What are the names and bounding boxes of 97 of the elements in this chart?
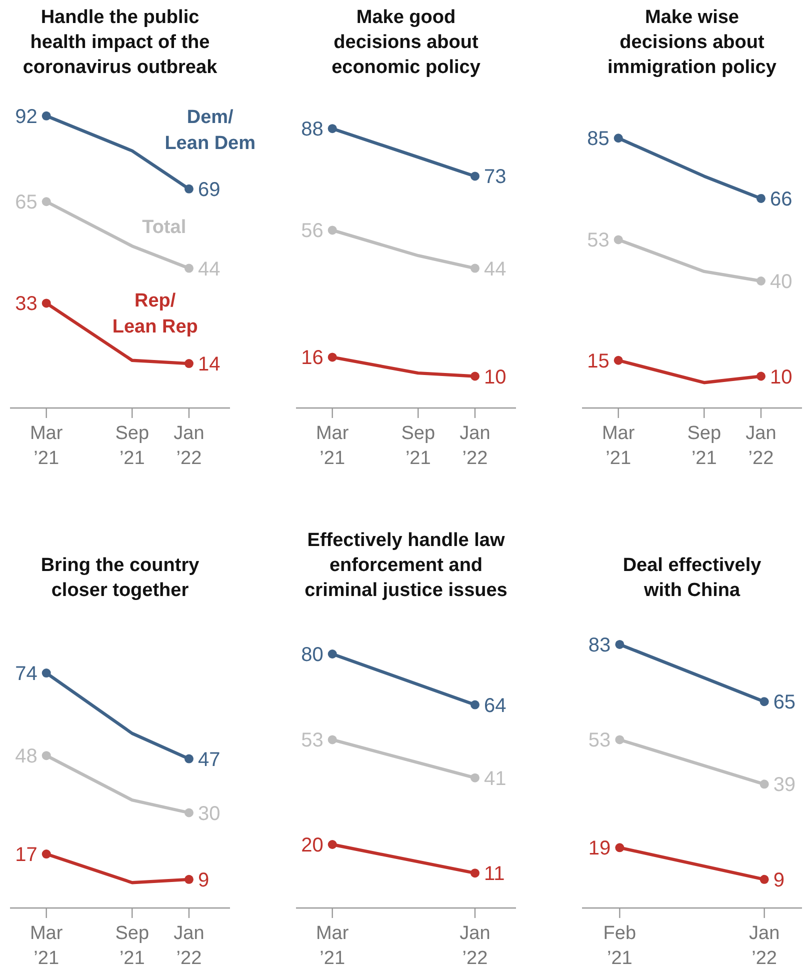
point [184, 184, 194, 194]
data-label: 9 [773, 869, 784, 892]
point [42, 668, 51, 678]
x-tick-label: Jan ’22 [460, 423, 490, 469]
data-label: 74 [15, 663, 38, 686]
data-label: 30 [198, 802, 220, 825]
x-tick-label: Jan ’22 [749, 923, 780, 969]
data-label: 53 [301, 730, 324, 752]
point [184, 264, 194, 273]
point [42, 751, 51, 760]
x-tick-label: Jan ’22 [174, 923, 204, 969]
point [760, 697, 769, 706]
point [470, 700, 480, 710]
point [328, 735, 337, 744]
x-tick-label: Sep ’21 [401, 423, 436, 469]
data-label: 48 [15, 746, 38, 768]
data-label: 40 [770, 271, 792, 293]
point [328, 124, 337, 134]
data-label: 47 [198, 748, 220, 771]
point [184, 874, 194, 884]
data-label: 19 [588, 838, 611, 860]
x-tick-label: Mar ’21 [316, 423, 350, 469]
point [756, 372, 766, 381]
data-label: 16 [301, 347, 324, 370]
data-label: 20 [301, 834, 324, 856]
x-tick-label: Mar ’21 [30, 423, 64, 469]
data-label: 33 [15, 293, 38, 316]
chart-title: Bring the country closer together [40, 555, 200, 601]
data-label: 9 [198, 869, 210, 892]
data-label: 80 [301, 644, 324, 666]
point [470, 264, 480, 273]
point [614, 235, 623, 244]
point [184, 359, 194, 368]
point [42, 298, 51, 308]
data-label: 73 [484, 166, 506, 188]
point [42, 111, 51, 120]
point [614, 356, 623, 365]
point [42, 197, 51, 206]
chart-title: Effectively handle law enforcement and criminal justice issues [304, 530, 508, 601]
point [760, 874, 769, 884]
point [328, 840, 337, 849]
point [328, 650, 337, 658]
data-label: 39 [773, 774, 796, 796]
point [328, 352, 337, 362]
data-label: 14 [198, 354, 220, 376]
chart-title: Make good decisions about economic policy [332, 7, 481, 78]
point [184, 754, 194, 764]
point [184, 808, 194, 818]
point [470, 868, 480, 878]
chart-title: Handle the public health impact of the coronavirus outbreak [22, 7, 218, 78]
x-tick-label: Jan ’22 [174, 423, 204, 469]
point [614, 134, 623, 143]
series-label: Dem/ Lean Dem [164, 106, 256, 154]
point [756, 194, 766, 203]
point [760, 780, 769, 789]
data-label: 41 [484, 768, 506, 790]
x-tick-label: Mar ’21 [30, 923, 64, 969]
data-label: 11 [484, 863, 505, 886]
chart-title: Deal effectively with China [622, 555, 762, 601]
x-tick-label: Sep ’21 [115, 923, 150, 969]
point [615, 843, 624, 852]
data-label: 85 [587, 128, 610, 150]
data-label: 17 [15, 844, 38, 866]
data-label: 92 [15, 106, 38, 128]
point [470, 372, 480, 381]
data-label: 53 [587, 230, 610, 252]
series-label: Rep/ Lean Rep [112, 290, 198, 338]
x-tick-label: Sep ’21 [687, 423, 722, 469]
point [615, 640, 624, 649]
data-label: 88 [301, 118, 324, 141]
data-label: 15 [587, 350, 610, 372]
data-label: 10 [484, 366, 506, 388]
data-label: 56 [301, 220, 324, 242]
x-tick-label: Sep ’21 [115, 423, 150, 469]
chart-title: Make wise decisions about immigration policy [608, 7, 777, 78]
data-label: 64 [484, 694, 506, 717]
data-label: 69 [198, 178, 220, 201]
series-label: Total [142, 217, 186, 238]
point [615, 735, 624, 744]
x-tick-label: Jan ’22 [460, 923, 490, 969]
data-label: 83 [588, 634, 611, 656]
data-label: 66 [770, 188, 792, 210]
point [470, 773, 480, 782]
x-tick-label: Feb ’21 [603, 923, 636, 969]
point [328, 226, 337, 235]
x-tick-label: Mar ’21 [316, 923, 350, 969]
point [756, 276, 766, 286]
point [42, 850, 51, 859]
data-label: 65 [773, 692, 796, 714]
data-label: 65 [15, 192, 38, 214]
data-label: 44 [198, 258, 220, 280]
data-label: 10 [770, 366, 792, 388]
data-label: 44 [484, 258, 506, 280]
point [470, 172, 480, 181]
x-tick-label: Mar ’21 [602, 423, 636, 469]
data-label: 53 [588, 730, 611, 752]
x-tick-label: Jan ’22 [746, 423, 776, 469]
